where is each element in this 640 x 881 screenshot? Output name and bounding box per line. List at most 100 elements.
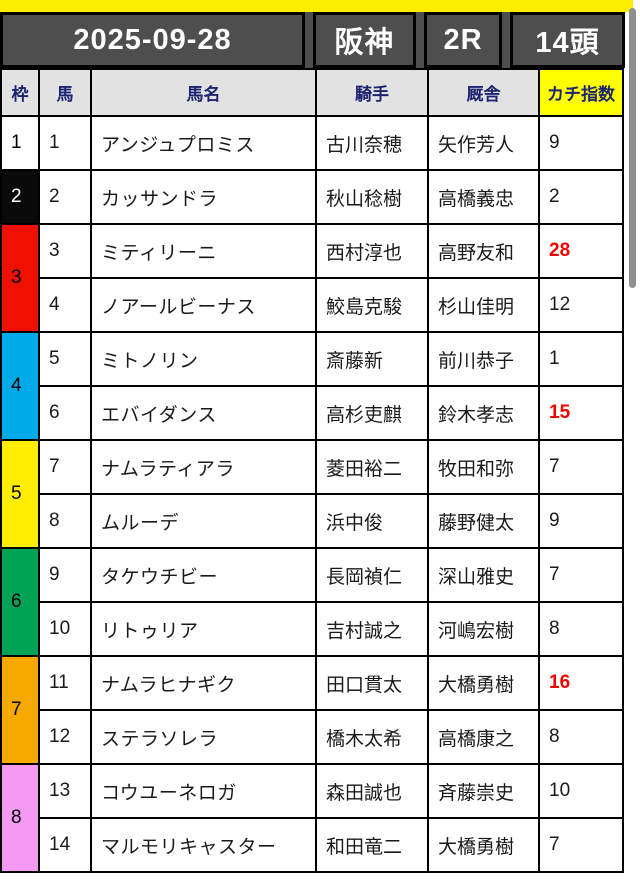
col-header-stable: 厩舎	[427, 68, 540, 117]
table-row: 8 13 コウユーネロガ 森田誠也 斉藤崇史 10	[0, 763, 624, 873]
horse-name: ムルーデ	[90, 493, 317, 549]
col-header-number: 馬	[38, 68, 92, 117]
kachi-index: 12	[538, 277, 624, 333]
trainer-name: 藤野健太	[427, 493, 540, 549]
table-row: 6 エバイダンス 高杉吏麒 鈴木孝志 15	[1, 385, 624, 441]
horse-name: ナムラティアラ	[90, 439, 317, 495]
kachi-index: 7	[538, 817, 624, 873]
col-header-frame: 枠	[0, 68, 40, 117]
frame-cell: 2	[0, 169, 40, 225]
frame-cell: 5	[0, 439, 40, 549]
jockey-name: 高杉吏麒	[315, 385, 429, 441]
horse-number: 12	[38, 709, 92, 765]
kachi-index: 2	[538, 169, 624, 225]
kachi-index: 8	[538, 601, 624, 657]
trainer-name: 高橋義忠	[427, 169, 540, 225]
vertical-scrollbar[interactable]	[629, 8, 636, 288]
accent-strip	[0, 0, 633, 12]
jockey-name: 浜中俊	[315, 493, 429, 549]
race-header-bar: 2025-09-28 阪神 2R 14頭	[0, 12, 625, 68]
kachi-index: 9	[538, 115, 624, 171]
jockey-name: 田口貫太	[315, 655, 429, 711]
table-header-row: 枠 馬 馬名 騎手 厩舎 カチ指数	[0, 68, 624, 117]
table-row: 5 7 ナムラティアラ 菱田裕二 牧田和弥 7	[0, 439, 624, 549]
frame-cell: 1	[0, 115, 40, 171]
table-row: 12 ステラソレラ 橋木太希 高橋康之 8	[1, 709, 624, 765]
race-head-count: 14頭	[510, 12, 625, 68]
jockey-name: 鮫島克駿	[315, 277, 429, 333]
trainer-name: 牧田和弥	[427, 439, 540, 495]
race-date: 2025-09-28	[0, 12, 305, 68]
jockey-name: 菱田裕二	[315, 439, 429, 495]
horse-number: 4	[38, 277, 92, 333]
frame-cell: 7	[0, 655, 40, 765]
trainer-name: 高野友和	[427, 223, 540, 279]
race-number: 2R	[424, 12, 502, 68]
table-row: 2 2 カッサンドラ 秋山稔樹 高橋義忠 2	[0, 169, 624, 225]
jockey-name: 西村淳也	[315, 223, 429, 279]
frame-cell: 4	[0, 331, 40, 441]
entries-table: 枠 馬 馬名 騎手 厩舎 カチ指数 1 1 アンジュプロミス 古川奈穂 矢作芳人…	[0, 68, 624, 873]
table-row: 7 11 ナムラヒナギク 田口貫太 大橋勇樹 16	[0, 655, 624, 765]
jockey-name: 森田誠也	[315, 763, 429, 819]
kachi-index: 10	[538, 763, 624, 819]
race-venue: 阪神	[313, 12, 416, 68]
kachi-index: 1	[538, 331, 624, 387]
horse-number: 11	[38, 655, 92, 711]
horse-number: 2	[38, 169, 92, 225]
horse-number: 14	[38, 817, 92, 873]
kachi-index: 7	[538, 439, 624, 495]
kachi-index: 9	[538, 493, 624, 549]
horse-number: 8	[38, 493, 92, 549]
horse-name: アンジュプロミス	[90, 115, 317, 171]
frame-cell: 8	[0, 763, 40, 873]
jockey-name: 吉村誠之	[315, 601, 429, 657]
horse-number: 9	[38, 547, 92, 603]
horse-name: コウユーネロガ	[90, 763, 317, 819]
horse-name: ミトノリン	[90, 331, 317, 387]
horse-name: マルモリキャスター	[90, 817, 317, 873]
col-header-name: 馬名	[90, 68, 317, 117]
table-row: 4 ノアールビーナス 鮫島克駿 杉山佳明 12	[1, 277, 624, 333]
kachi-index: 8	[538, 709, 624, 765]
horse-name: ステラソレラ	[90, 709, 317, 765]
table-row: 4 5 ミトノリン 斎藤新 前川恭子 1	[0, 331, 624, 441]
jockey-name: 斎藤新	[315, 331, 429, 387]
table-row: 10 リトゥリア 吉村誠之 河嶋宏樹 8	[1, 601, 624, 657]
table-row: 6 9 タケウチビー 長岡禎仁 深山雅史 7	[0, 547, 624, 657]
horse-name: リトゥリア	[90, 601, 317, 657]
kachi-index: 16	[538, 655, 624, 711]
trainer-name: 鈴木孝志	[427, 385, 540, 441]
table-row: 3 3 ミティリーニ 西村淳也 高野友和 28	[0, 223, 624, 333]
trainer-name: 大橋勇樹	[427, 655, 540, 711]
horse-number: 10	[38, 601, 92, 657]
trainer-name: 高橋康之	[427, 709, 540, 765]
horse-name: カッサンドラ	[90, 169, 317, 225]
trainer-name: 杉山佳明	[427, 277, 540, 333]
table-row: 8 ムルーデ 浜中俊 藤野健太 9	[1, 493, 624, 549]
horse-number: 3	[38, 223, 92, 279]
kachi-index: 28	[538, 223, 624, 279]
kachi-index: 7	[538, 547, 624, 603]
col-header-index: カチ指数	[538, 68, 624, 117]
frame-cell: 6	[0, 547, 40, 657]
jockey-name: 古川奈穂	[315, 115, 429, 171]
jockey-name: 和田竜二	[315, 817, 429, 873]
jockey-name: 橋木太希	[315, 709, 429, 765]
trainer-name: 深山雅史	[427, 547, 540, 603]
horse-name: ナムラヒナギク	[90, 655, 317, 711]
trainer-name: 大橋勇樹	[427, 817, 540, 873]
horse-number: 5	[38, 331, 92, 387]
col-header-jockey: 騎手	[315, 68, 429, 117]
trainer-name: 斉藤崇史	[427, 763, 540, 819]
table-row: 14 マルモリキャスター 和田竜二 大橋勇樹 7	[1, 817, 624, 873]
horse-name: タケウチビー	[90, 547, 317, 603]
jockey-name: 秋山稔樹	[315, 169, 429, 225]
kachi-index: 15	[538, 385, 624, 441]
frame-cell: 3	[0, 223, 40, 333]
horse-number: 13	[38, 763, 92, 819]
horse-number: 1	[38, 115, 92, 171]
horse-name: ノアールビーナス	[90, 277, 317, 333]
horse-number: 7	[38, 439, 92, 495]
trainer-name: 矢作芳人	[427, 115, 540, 171]
